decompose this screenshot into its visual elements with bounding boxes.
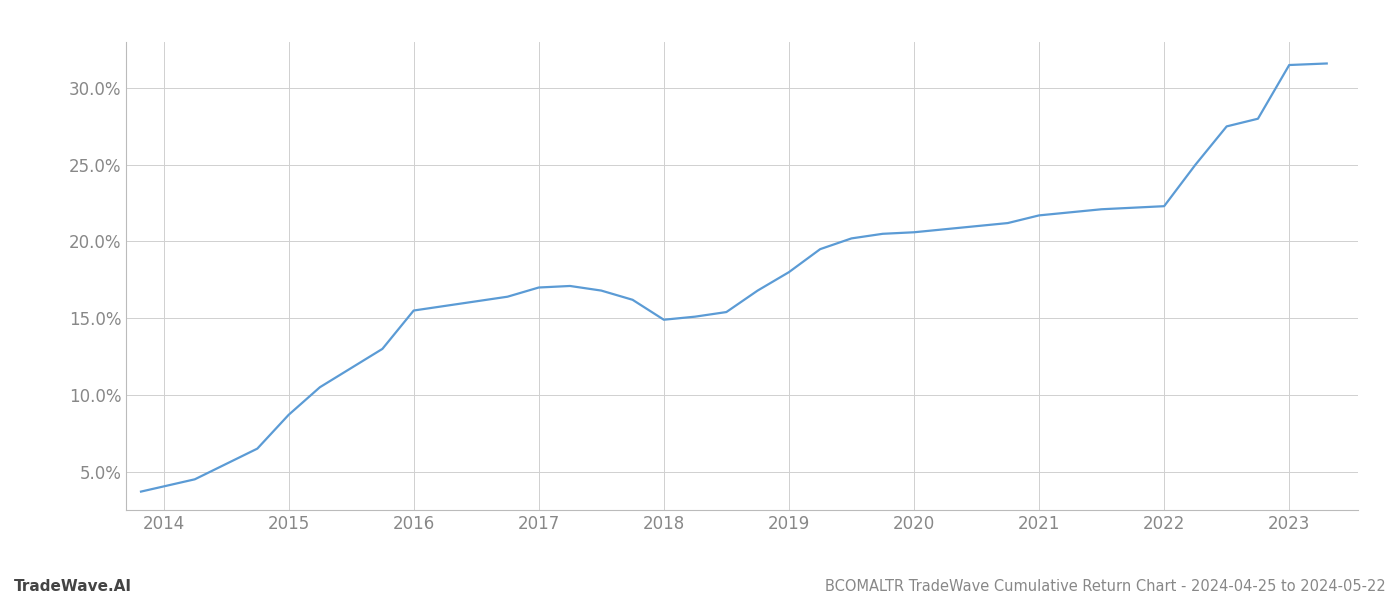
Text: BCOMALTR TradeWave Cumulative Return Chart - 2024-04-25 to 2024-05-22: BCOMALTR TradeWave Cumulative Return Cha… (825, 579, 1386, 594)
Text: TradeWave.AI: TradeWave.AI (14, 579, 132, 594)
